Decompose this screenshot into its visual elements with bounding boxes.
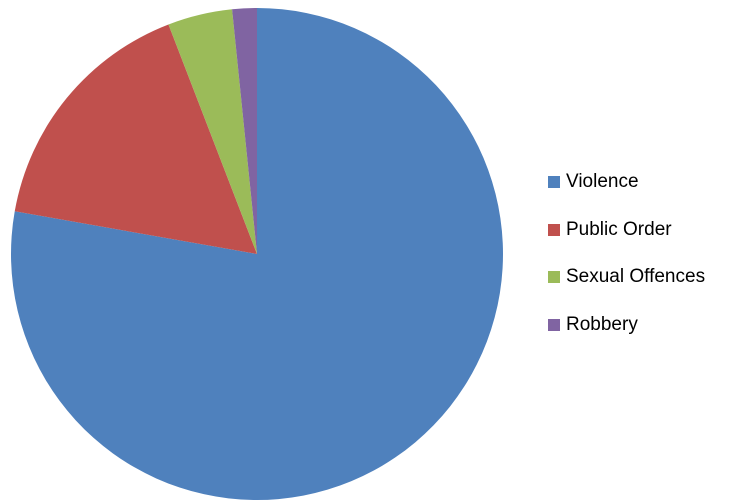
chart-legend: Violence Public Order Sexual Offences Ro…	[548, 170, 738, 360]
legend-label-violence: Violence	[566, 171, 639, 192]
legend-label-sexual-offences: Sexual Offences	[566, 266, 706, 287]
pie-slice-robbery	[232, 8, 257, 254]
legend-swatch-public-order	[548, 223, 560, 236]
pie-slice-sexual-offences	[168, 9, 257, 255]
legend-label-robbery: Robbery	[566, 313, 638, 335]
legend-item-sexual-offences: Sexual Offences	[548, 265, 738, 289]
legend-swatch-sexual-offences	[548, 271, 560, 283]
legend-swatch-robbery	[548, 318, 560, 331]
pie-slice-public-order	[14, 24, 258, 254]
legend-item-public-order: Public Order	[548, 218, 738, 242]
legend-item-violence: Violence	[548, 170, 738, 194]
legend-label-public-order: Public Order	[566, 218, 672, 240]
legend-swatch-violence	[548, 176, 560, 188]
legend-item-robbery: Robbery	[548, 313, 738, 337]
